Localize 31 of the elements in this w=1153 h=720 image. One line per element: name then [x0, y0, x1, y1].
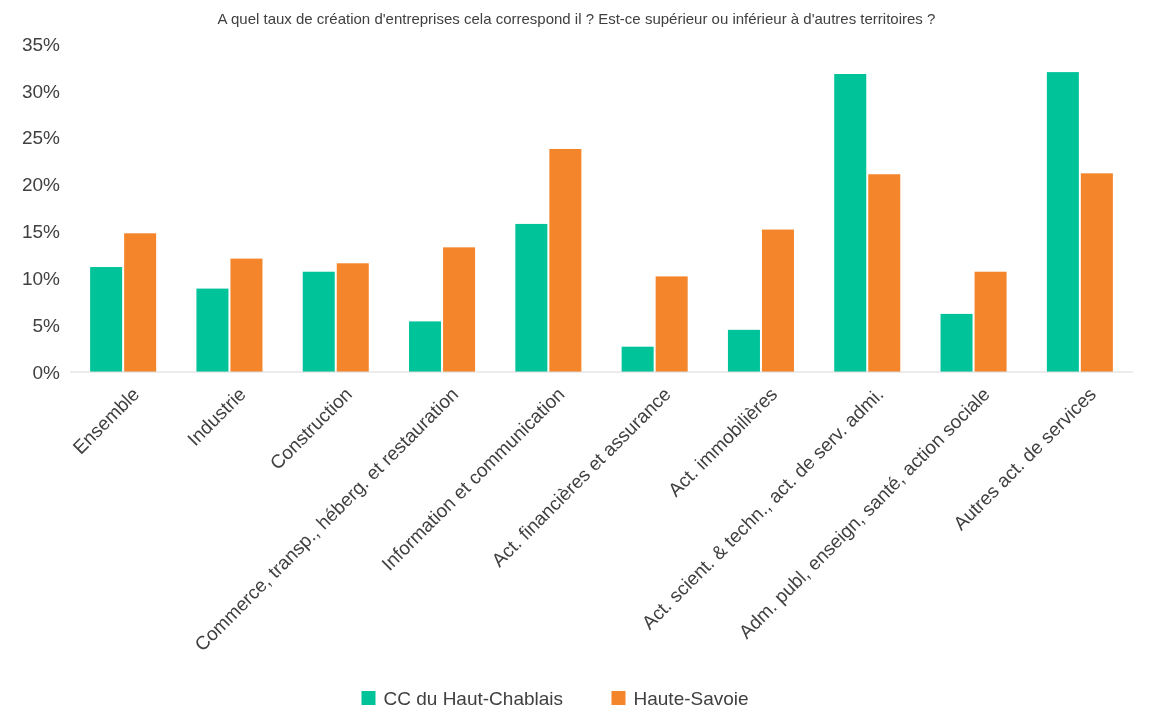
bar	[868, 174, 901, 372]
y-tick-label: 5%	[32, 314, 61, 336]
bar	[974, 271, 1007, 372]
y-tick-label: 15%	[21, 221, 61, 243]
bar	[761, 229, 794, 372]
bar	[90, 267, 123, 372]
bar	[515, 223, 548, 372]
legend-label: Haute-Savoie	[633, 687, 749, 709]
bar	[621, 346, 654, 372]
y-tick-label: 30%	[21, 80, 61, 102]
y-tick-label: 20%	[21, 174, 61, 196]
bar	[302, 271, 335, 372]
chart-title: A quel taux de création d'entreprises cela correspond il ? Est-ce supérieur ou inférieur à d'autres territoires ?	[217, 10, 936, 27]
bar	[1080, 173, 1113, 372]
bar	[940, 313, 973, 372]
bar	[230, 258, 263, 372]
bar	[549, 148, 582, 372]
legend-label: CC du Haut-Chablais	[383, 687, 564, 709]
y-tick-label: 25%	[21, 127, 61, 149]
y-tick-label: 10%	[21, 267, 61, 289]
bar	[655, 276, 688, 372]
bar	[336, 263, 369, 372]
bar	[196, 288, 229, 372]
bar	[124, 233, 157, 372]
bar	[727, 329, 760, 372]
y-tick-label: 0%	[32, 361, 61, 383]
bar	[834, 73, 867, 372]
bar	[1046, 72, 1079, 372]
bar	[409, 321, 442, 372]
y-tick-label: 35%	[21, 33, 61, 55]
bar	[443, 247, 476, 372]
